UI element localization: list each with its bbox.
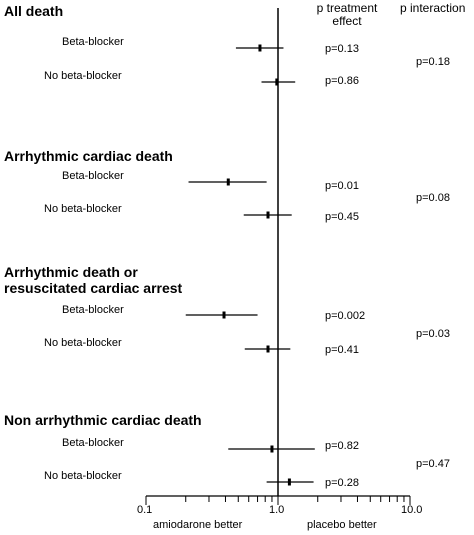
subgroup-label: No beta-blocker — [44, 70, 122, 82]
point-estimate — [275, 78, 279, 86]
point-estimate — [287, 478, 291, 486]
p-treatment: p=0.002 — [325, 310, 366, 322]
point-estimate — [222, 311, 226, 319]
p-treatment: p=0.41 — [325, 344, 359, 356]
x-tick-label: 1.0 — [269, 504, 285, 516]
group-title: resuscitated cardiac arrest — [4, 280, 183, 296]
subgroup-label: No beta-blocker — [44, 337, 122, 349]
p-treatment: p=0.01 — [325, 180, 359, 192]
x-axis-ticks — [145, 496, 411, 505]
p-interaction: p=0.47 — [416, 458, 450, 470]
x-tick-label: 0.1 — [137, 504, 153, 516]
p-interaction: p=0.03 — [416, 328, 450, 340]
point-estimate — [226, 178, 230, 186]
subgroup-label: Beta-blocker — [62, 170, 124, 182]
p-treatment: p=0.13 — [325, 43, 359, 55]
point-estimate — [270, 445, 274, 453]
group-title: Arrhythmic death or — [4, 264, 138, 280]
p-treatment: p=0.82 — [325, 440, 359, 452]
subgroup-label: No beta-blocker — [44, 470, 122, 482]
point-estimate — [266, 345, 270, 353]
p-interaction: p=0.18 — [416, 56, 450, 68]
group-title: Non arrhythmic cardiac death — [4, 412, 202, 428]
subgroup-label: No beta-blocker — [44, 203, 122, 215]
p-treatment: p=0.86 — [325, 75, 359, 87]
group-title: Arrhythmic cardiac death — [4, 148, 173, 164]
interaction-header: p interaction — [400, 1, 466, 15]
p-treatment: p=0.45 — [325, 211, 359, 223]
subgroup-label: Beta-blocker — [62, 36, 124, 48]
point-estimate — [258, 44, 262, 52]
group-title: All death — [4, 3, 64, 19]
subgroup-label: Beta-blocker — [62, 304, 124, 316]
p-treatment: p=0.28 — [325, 477, 359, 489]
point-estimate — [266, 211, 270, 219]
x-right-label: placebo better — [307, 519, 377, 531]
x-left-label: amiodarone better — [153, 519, 243, 531]
treatment-effect-header: p treatment effect — [316, 1, 378, 28]
estimate-marks — [185, 44, 315, 486]
p-interaction: p=0.08 — [416, 192, 450, 204]
x-tick-label: 10.0 — [401, 504, 423, 516]
subgroup-label: Beta-blocker — [62, 437, 124, 449]
